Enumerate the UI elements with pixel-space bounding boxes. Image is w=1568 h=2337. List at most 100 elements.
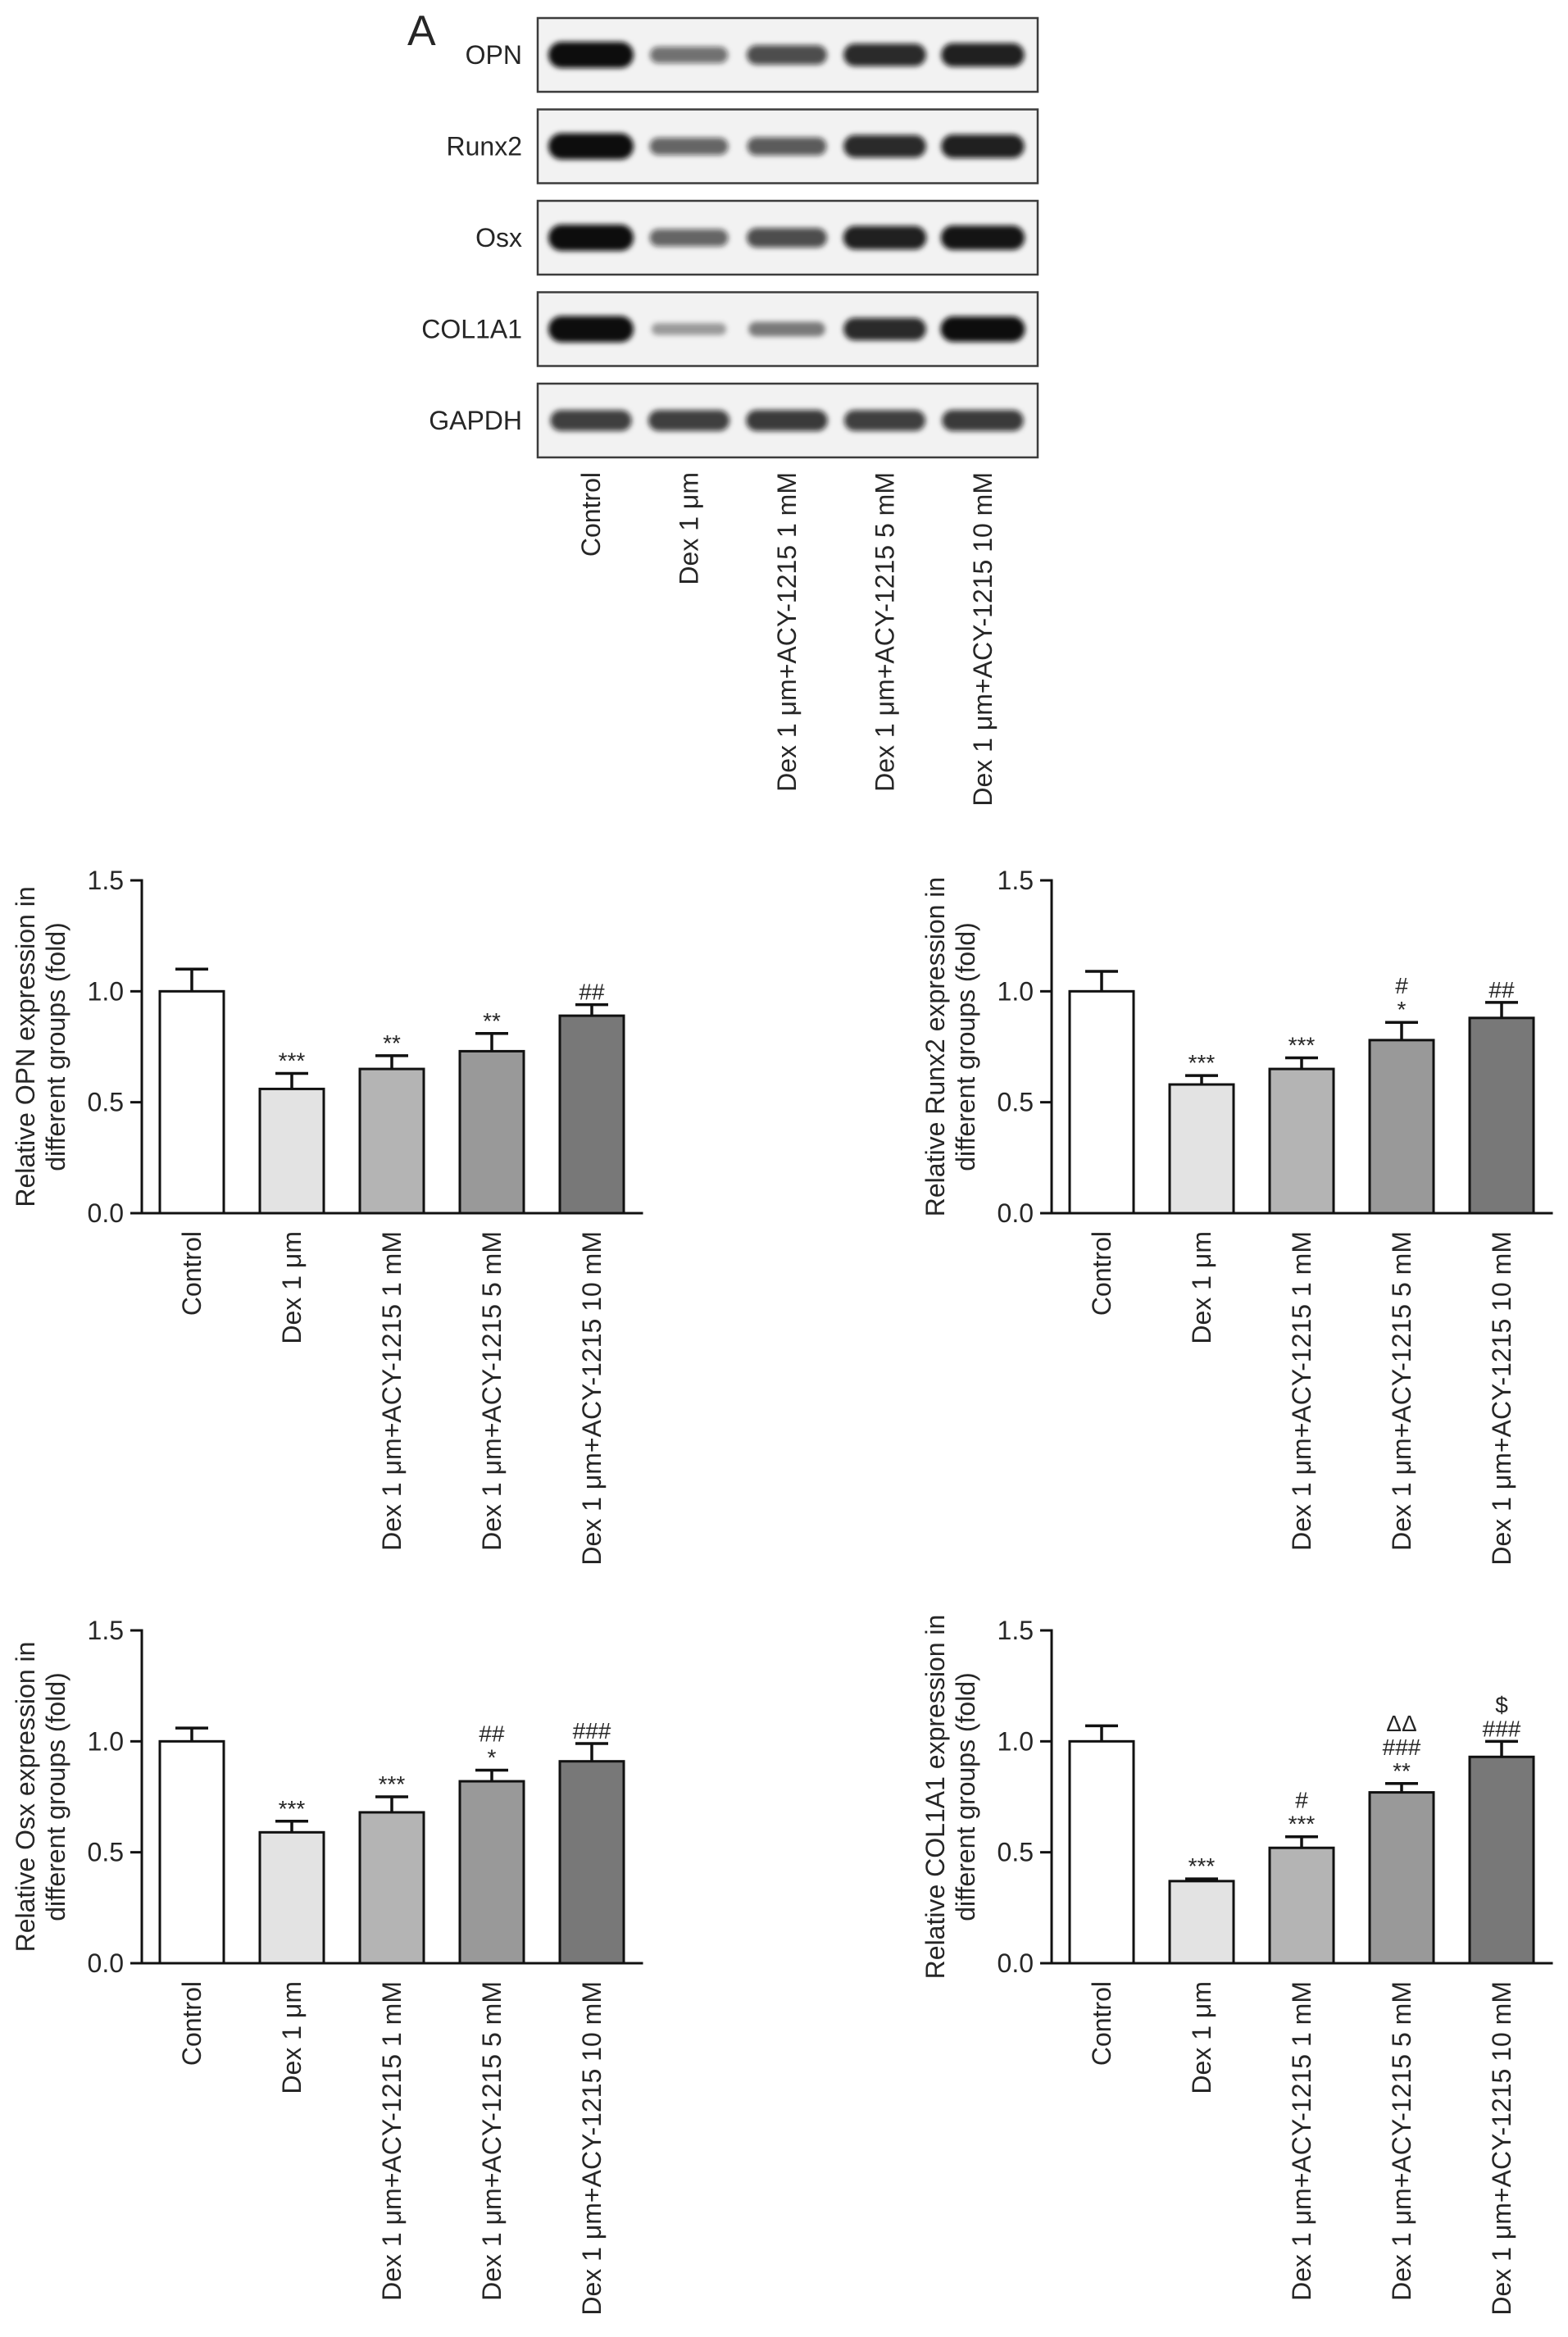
bar — [1368, 1039, 1435, 1215]
blot-band — [941, 43, 1025, 67]
bar — [158, 1739, 225, 1965]
bar — [1468, 1755, 1535, 1965]
significance-label: *** — [1188, 1853, 1216, 1879]
bar-group: ** — [358, 1030, 425, 1215]
significance-label: *** — [1288, 1033, 1316, 1058]
x-tick-label: Dex 1 μm+ACY-1215 5 mM — [477, 1231, 507, 1551]
blot-band — [941, 134, 1025, 158]
y-tick-label: 1.5 — [998, 1616, 1034, 1645]
significance-label: $ — [1495, 1692, 1508, 1717]
blot-row-label: Runx2 — [447, 132, 523, 161]
bar — [1168, 1083, 1235, 1215]
significance-label: # — [1395, 973, 1408, 998]
blot-row-col1a1: COL1A1 — [421, 291, 1039, 367]
significance-label: ## — [579, 980, 605, 1005]
y-tick-label: 0.5 — [88, 1088, 124, 1117]
bar-group — [158, 967, 225, 1215]
x-tick-label: Dex 1 μm+ACY-1215 10 mM — [1487, 1231, 1516, 1566]
blot-band — [748, 321, 825, 337]
y-tick-label: 0.0 — [88, 1948, 124, 1978]
blot-band — [940, 225, 1025, 250]
blot-band — [843, 134, 926, 158]
bar-group: *** — [1168, 1853, 1235, 1965]
bar — [1068, 1739, 1135, 1965]
y-tick-label: 0.0 — [998, 1948, 1034, 1978]
x-tick-label: Dex 1 μm+ACY-1215 10 mM — [577, 1981, 607, 2316]
y-tick-label: 1.0 — [998, 976, 1034, 1006]
significance-label: # — [1295, 1788, 1308, 1813]
bar — [1168, 1880, 1235, 1965]
y-axis-title: different groups (fold) — [951, 1672, 980, 1921]
bar — [458, 1049, 525, 1215]
y-tick-label: 1.0 — [88, 1726, 124, 1756]
blot-band — [747, 228, 827, 248]
blot-band — [649, 229, 729, 247]
significance-label: *** — [1288, 1812, 1316, 1837]
blot-band — [843, 43, 926, 66]
blot-row-runx2: Runx2 — [447, 108, 1039, 184]
bar-group: *** — [358, 1771, 425, 1965]
bar — [258, 1830, 325, 1965]
y-tick-label: 0.0 — [88, 1198, 124, 1228]
panel-label: A — [407, 7, 436, 55]
blot-band — [843, 317, 926, 341]
bar-group: #* — [1368, 973, 1435, 1215]
blot-lane-label: Dex 1 μm — [675, 472, 704, 585]
x-tick-label: Dex 1 μm+ACY-1215 1 mM — [377, 1981, 407, 2301]
significance-label: ## — [479, 1721, 505, 1747]
bar — [1368, 1791, 1435, 1965]
bar — [458, 1780, 525, 1965]
blot-band — [843, 225, 927, 250]
x-tick-label: Dex 1 μm — [277, 1981, 307, 2094]
bar — [358, 1067, 425, 1215]
y-axis-title: Relative COL1A1 expression in — [920, 1615, 950, 1980]
y-tick-label: 1.0 — [998, 1726, 1034, 1756]
blot-lane-label: Control — [576, 472, 606, 557]
x-tick-label: Dex 1 μm+ACY-1215 10 mM — [1487, 1981, 1516, 2316]
y-axis-title: different groups (fold) — [951, 922, 980, 1171]
blot-lane-label: Dex 1 μm+ACY-1215 1 mM — [772, 472, 802, 792]
bar-group: ### — [558, 1718, 625, 1965]
x-tick-label: Dex 1 μm — [277, 1231, 307, 1344]
bar-group: ΔΔ###** — [1368, 1711, 1435, 1965]
x-tick-label: Control — [1087, 1231, 1116, 1316]
bar-group: ** — [458, 1008, 525, 1215]
bar-group — [1068, 970, 1135, 1215]
blot-lane-label: Dex 1 μm+ACY-1215 5 mM — [870, 472, 900, 792]
significance-label: *** — [279, 1048, 306, 1073]
bar — [1468, 1016, 1535, 1215]
significance-label: *** — [379, 1771, 406, 1797]
x-tick-label: Dex 1 μm+ACY-1215 1 mM — [1287, 1981, 1316, 2301]
blot-band — [548, 225, 634, 251]
bar-group — [158, 1726, 225, 1965]
y-axis-title: Relative OPN expression in — [11, 886, 40, 1207]
bar-group: ## — [558, 980, 625, 1215]
significance-label: *** — [279, 1796, 306, 1821]
significance-label: ## — [1488, 977, 1515, 1003]
significance-label: ### — [1483, 1716, 1521, 1741]
col1a1-bar-chart: Control***Dex 1 μm#***Dex 1 μm+ACY-1215 … — [920, 1615, 1553, 2316]
significance-label: * — [1398, 997, 1407, 1022]
blot-band — [649, 47, 729, 63]
y-tick-label: 0.5 — [998, 1088, 1034, 1117]
blot-row-opn: OPN — [466, 16, 1039, 93]
significance-label: ΔΔ — [1386, 1711, 1416, 1736]
x-tick-label: Dex 1 μm+ACY-1215 5 mM — [477, 1981, 507, 2301]
y-axis-title: different groups (fold) — [41, 1672, 70, 1921]
blot-row-gapdh: GAPDH — [429, 382, 1039, 459]
y-axis-title: Relative Runx2 expression in — [920, 877, 950, 1216]
y-tick-label: 0.5 — [88, 1838, 124, 1867]
osx-bar-chart: Control *** Dex 1 μm *** Dex 1 μm+ACY-1215 1… — [11, 1616, 643, 2316]
blot-band — [548, 133, 634, 160]
x-tick-label: Dex 1 μm+ACY-1215 1 mM — [1287, 1231, 1316, 1551]
significance-label: ### — [1383, 1735, 1421, 1760]
blot-band — [747, 45, 827, 65]
bar — [158, 989, 225, 1215]
significance-label: ** — [1393, 1758, 1411, 1784]
bar-group: *** — [258, 1048, 325, 1215]
bar — [1268, 1067, 1335, 1215]
blot-band — [746, 410, 828, 431]
y-axis-title: different groups (fold) — [41, 922, 70, 1171]
blot-band — [548, 316, 634, 343]
